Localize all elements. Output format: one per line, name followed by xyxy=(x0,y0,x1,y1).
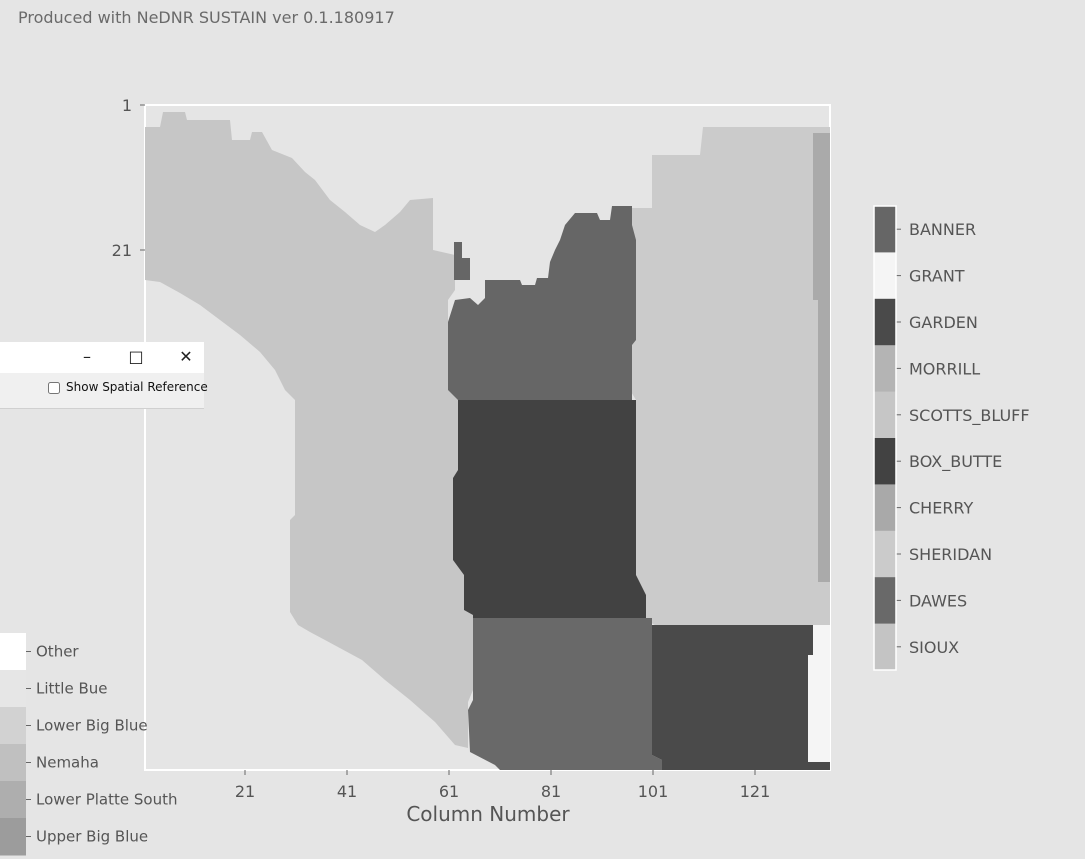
x-tick-label: 61 xyxy=(439,782,459,801)
basin-legend-swatch xyxy=(0,633,26,671)
county-legend-label: GRANT xyxy=(909,267,965,286)
county-legend-swatch xyxy=(874,206,896,253)
region-cherry-strip xyxy=(813,133,830,582)
y-tick-label: 1 xyxy=(122,96,132,115)
county-legend-swatch xyxy=(874,530,896,578)
window-titlebar: – □ ✕ xyxy=(0,342,204,373)
x-tick-label: 41 xyxy=(337,782,357,801)
county-legend-label: SCOTTS_BLUFF xyxy=(909,406,1030,426)
spatial-reference-row: Show Spatial Reference xyxy=(0,374,208,408)
x-tick-label: 121 xyxy=(740,782,771,801)
county-legend-swatch xyxy=(874,252,896,300)
county-legend-label: GARDEN xyxy=(909,313,978,332)
show-spatial-reference-label[interactable]: Show Spatial Reference xyxy=(66,380,208,394)
maximize-icon[interactable]: □ xyxy=(128,347,144,366)
region-sioux xyxy=(145,112,473,748)
county-legend-swatch xyxy=(874,298,896,346)
county-legend-label: BANNER xyxy=(909,220,976,239)
y-tick-label: 21 xyxy=(112,241,132,260)
county-legend-swatch xyxy=(874,577,896,625)
region-banner xyxy=(448,206,636,400)
basin-legend-swatch xyxy=(0,781,26,819)
basin-legend-label: Little Bue xyxy=(36,680,107,698)
region-sheridan xyxy=(630,127,830,625)
basin-legend-swatch xyxy=(0,670,26,708)
county-legend-swatch xyxy=(874,623,896,671)
county-legend-label: CHERRY xyxy=(909,499,974,518)
county-legend-frame xyxy=(873,205,897,671)
county-legend: BANNER GRANT GARDEN MORRILL SCOTTS_BLUFF BOX_… xyxy=(873,205,1030,671)
basin-legend-label: Lower Big Blue xyxy=(36,717,148,735)
county-legend-label: MORRILL xyxy=(909,359,980,378)
x-axis-title: Column Number xyxy=(406,802,570,826)
region-banner-top xyxy=(454,242,470,280)
basin-legend-swatch xyxy=(0,818,26,856)
county-legend-label: BOX_BUTTE xyxy=(909,452,1002,472)
produced-with-text: Produced with NeDNR SUSTAIN ver 0.1.1809… xyxy=(18,8,395,27)
region-garden xyxy=(652,625,830,770)
county-legend-label: DAWES xyxy=(909,591,967,610)
county-legend-label: SHERIDAN xyxy=(909,545,992,564)
county-legend-swatch xyxy=(874,345,896,393)
county-legend-label: SIOUX xyxy=(909,638,959,657)
region-grant xyxy=(808,625,830,762)
basin-legend-swatch xyxy=(0,707,26,745)
basin-legend-swatch xyxy=(0,744,26,782)
basin-legend-label: Upper Big Blue xyxy=(36,828,148,846)
county-legend-swatch xyxy=(874,484,896,532)
basin-legend-label: Lower Platte South xyxy=(36,791,177,809)
region-dawes xyxy=(468,618,662,770)
region-box-butte xyxy=(453,400,646,625)
x-axis-ticks: 21 41 61 81 101 121 xyxy=(235,770,770,801)
county-regions xyxy=(145,112,830,770)
basin-legend: Other Little Bue Lower Big Blue Nemaha Lower… xyxy=(0,633,177,856)
spatial-reference-window: – □ ✕ Show Spatial Reference xyxy=(0,342,208,409)
minimize-icon[interactable]: – xyxy=(83,347,91,366)
close-icon[interactable]: ✕ xyxy=(179,347,193,366)
x-tick-label: 81 xyxy=(541,782,561,801)
basin-legend-label: Nemaha xyxy=(36,754,99,772)
show-spatial-reference-checkbox[interactable] xyxy=(48,382,60,394)
basin-legend-label: Other xyxy=(36,643,79,661)
county-legend-swatch xyxy=(874,438,896,485)
county-legend-swatch xyxy=(874,391,896,439)
x-tick-label: 21 xyxy=(235,782,255,801)
x-tick-label: 101 xyxy=(638,782,669,801)
y-axis-ticks: 1 21 xyxy=(112,96,145,260)
